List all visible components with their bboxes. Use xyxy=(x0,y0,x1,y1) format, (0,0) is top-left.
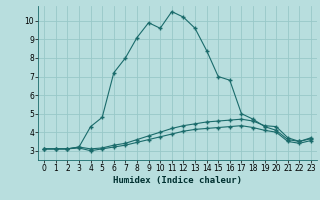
X-axis label: Humidex (Indice chaleur): Humidex (Indice chaleur) xyxy=(113,176,242,185)
